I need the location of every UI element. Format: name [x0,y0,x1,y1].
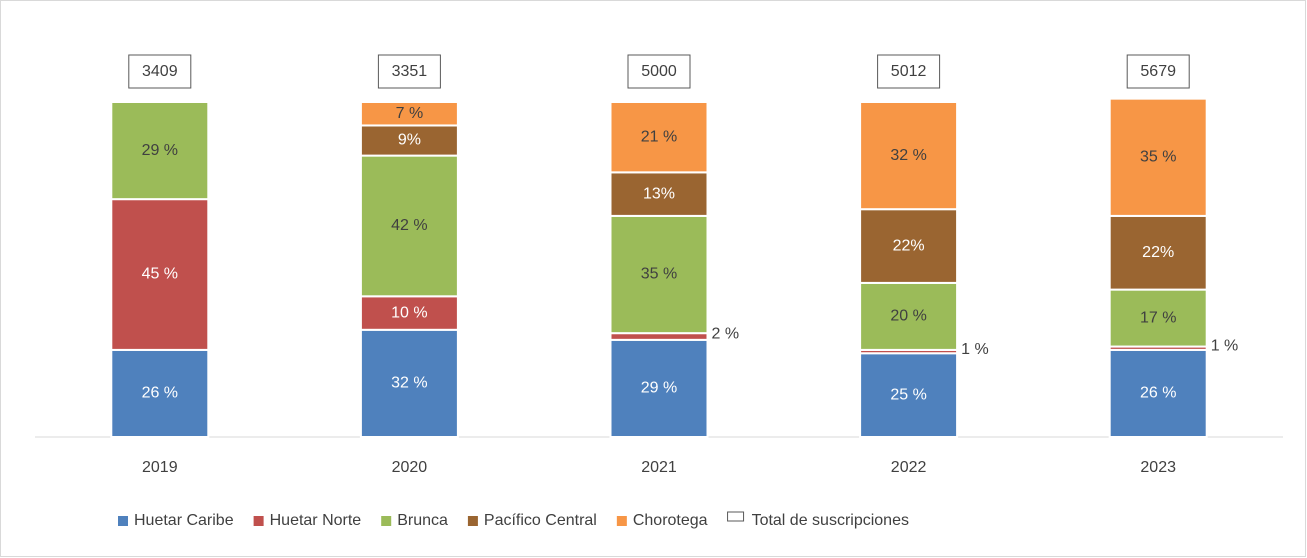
legend-marker [727,511,745,522]
bar-segment [110,101,210,201]
bar-segment [1108,348,1208,438]
data-label: 10 % [391,304,427,321]
legend-marker [118,516,128,526]
total-label: 5000 [641,63,677,80]
bar-segment [609,214,709,335]
data-label: 45 % [142,266,178,283]
data-label: 1 % [1211,337,1239,354]
bar-segment [359,328,459,438]
data-label: 29 % [641,380,677,397]
total-label: 5679 [1140,63,1176,80]
x-tick-label: 2021 [641,459,677,476]
bar-segment [609,101,709,174]
bar-segment [859,208,959,284]
total-box [128,54,192,89]
legend-marker [253,516,264,526]
legend-label: Huetar Norte [270,512,362,529]
data-label: 1 % [961,341,989,358]
data-label: 42 % [391,217,427,234]
bar-segment [359,124,459,157]
bar-segment [359,295,459,331]
legend-label: Huetar Caribe [134,512,234,529]
bar-segment [609,332,709,341]
legend-label: Total de suscripciones [752,512,909,529]
bar-segment [359,101,459,127]
total-label: 3351 [392,63,428,80]
total-box [877,54,941,89]
total-label: 5012 [891,63,927,80]
data-label: 22% [1142,244,1174,261]
data-label: 9% [398,132,421,149]
bar-segment [1108,97,1208,217]
total-box [1126,54,1190,89]
data-label: 2 % [712,326,740,343]
data-label: 35 % [1140,148,1176,165]
x-tick-label: 2020 [392,459,428,476]
bar-segment [110,348,210,438]
data-label: 13% [643,185,675,202]
x-tick-label: 2023 [1140,459,1176,476]
total-label: 3409 [142,63,178,80]
data-label: 32 % [890,147,926,164]
data-label: 35 % [641,266,677,283]
data-label: 22% [893,237,925,254]
total-box [377,54,441,89]
bar-segment [359,154,459,298]
data-label: 17 % [1140,309,1176,326]
bar-segment [859,101,959,211]
legend-label: Brunca [397,512,448,529]
bar-segment [609,171,709,217]
legend-marker [467,516,478,526]
bar-segment [859,281,959,351]
data-label: 7 % [396,105,424,122]
x-tick-label: 2019 [142,459,178,476]
bar-segment [609,338,709,439]
data-label: 26 % [1140,385,1176,402]
x-tick-label: 2022 [891,459,927,476]
bar-segment [859,352,959,438]
data-label: 21 % [641,128,677,145]
data-label: 29 % [142,142,178,159]
legend-label: Chorotega [633,512,708,529]
legend-marker [381,516,392,526]
data-label: 32 % [391,375,427,392]
data-label: 26 % [142,385,178,402]
data-label: 20 % [890,308,926,325]
bar-segment [1108,214,1208,291]
legend-marker [616,516,627,526]
legend-label: Pacífico Central [484,512,597,529]
total-box [627,54,691,89]
data-label: 25 % [890,386,926,403]
